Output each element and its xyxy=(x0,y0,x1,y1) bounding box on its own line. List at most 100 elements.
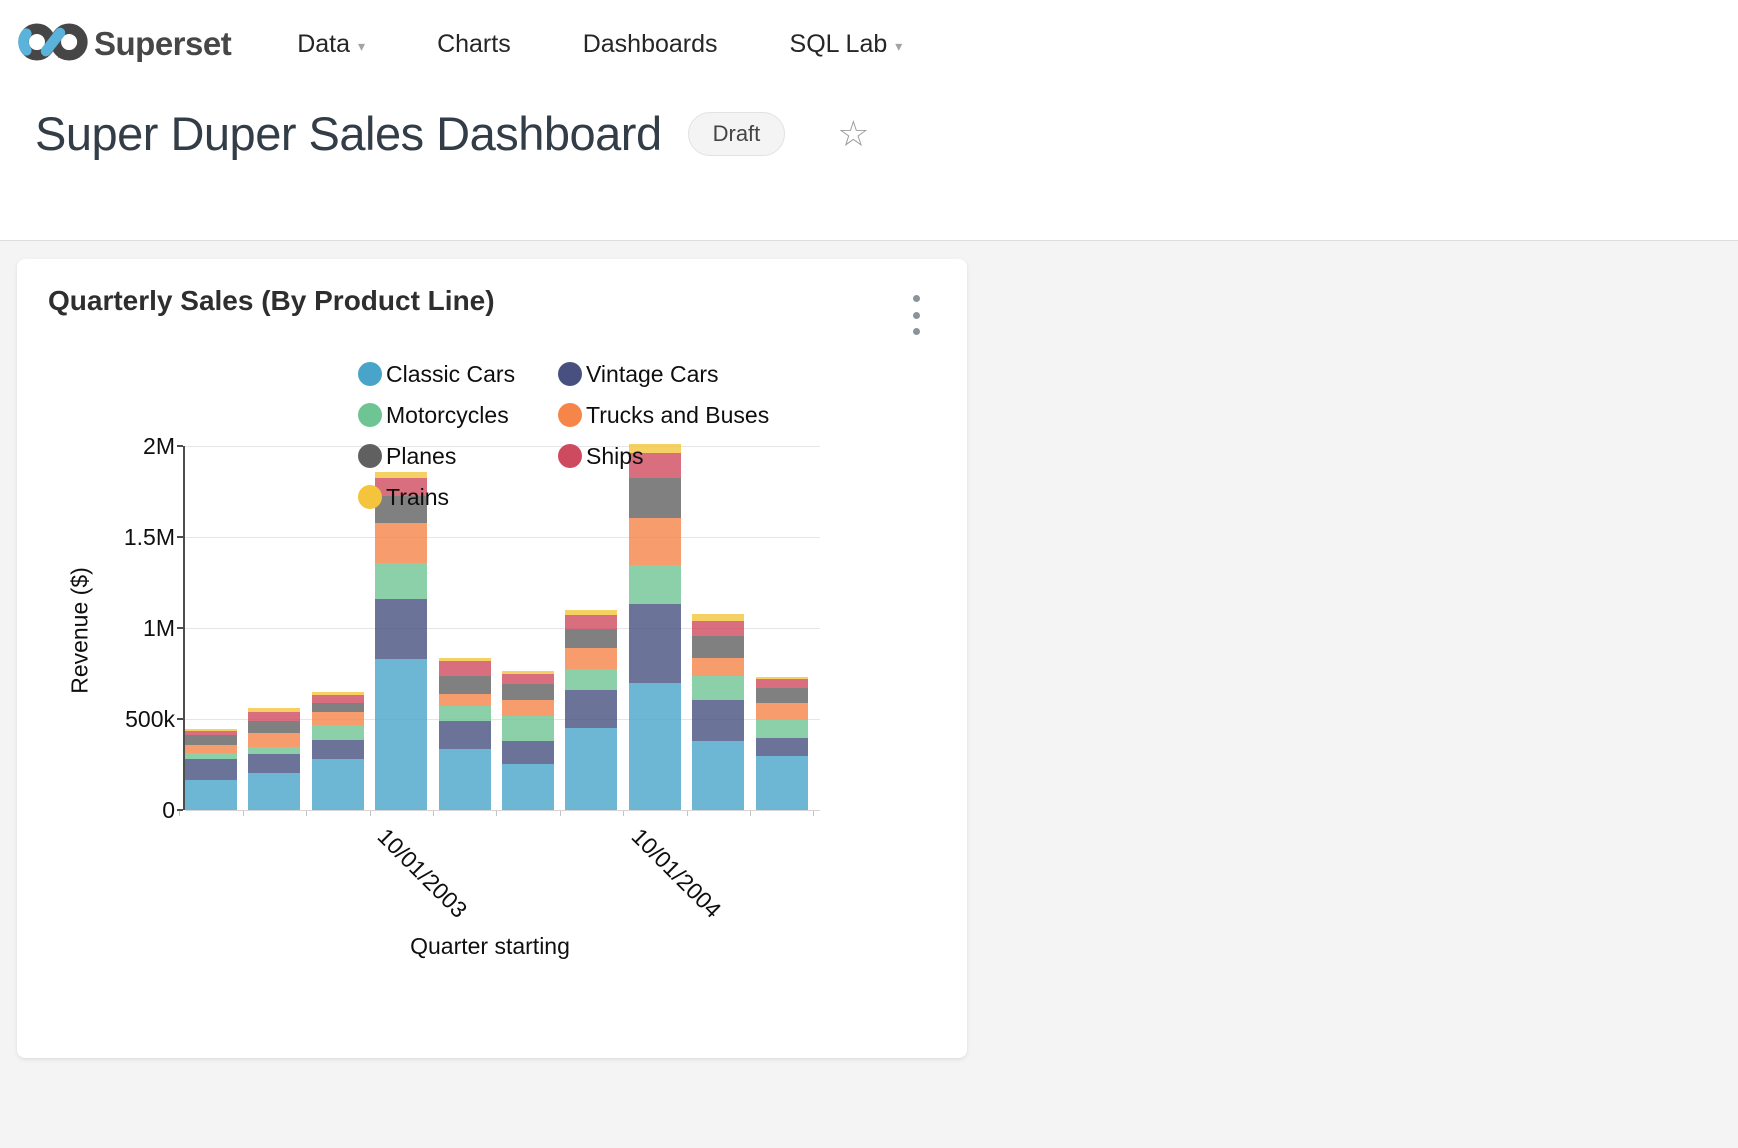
legend-item[interactable]: Ships xyxy=(558,443,818,469)
bar-segment[interactable] xyxy=(311,725,364,740)
bar-segment[interactable] xyxy=(375,477,428,496)
bar-segment[interactable] xyxy=(565,615,618,630)
bar-segment[interactable] xyxy=(438,721,491,750)
legend-item[interactable]: Trucks and Buses xyxy=(558,402,818,428)
legend-swatch-icon xyxy=(558,403,582,427)
bar-segment[interactable] xyxy=(438,694,491,707)
bar-segment[interactable] xyxy=(628,682,681,810)
bar-segment[interactable] xyxy=(565,648,618,669)
bar-segment[interactable] xyxy=(502,763,554,810)
bar-segment[interactable] xyxy=(185,735,237,746)
bar-segment[interactable] xyxy=(311,692,364,695)
bar-segment[interactable] xyxy=(311,702,364,713)
nav-item-sql-lab[interactable]: SQL Lab ▾ xyxy=(789,29,903,58)
y-tick-label: 1M xyxy=(143,615,175,641)
bar-segment[interactable] xyxy=(248,753,301,774)
bar-segment[interactable] xyxy=(565,668,618,691)
bar-segment[interactable] xyxy=(438,749,491,810)
bar-segment[interactable] xyxy=(248,721,301,733)
superset-logo[interactable]: Superset xyxy=(18,19,232,70)
bar-segment[interactable] xyxy=(692,621,745,636)
bar-segment[interactable] xyxy=(692,741,745,810)
bar-segment[interactable] xyxy=(375,471,428,478)
bar-segment[interactable] xyxy=(311,712,364,725)
x-axis-tick xyxy=(686,811,688,816)
bar-segment[interactable] xyxy=(311,739,364,760)
legend-item[interactable]: Planes xyxy=(358,443,558,469)
bar-segment[interactable] xyxy=(185,729,237,731)
bar-segment[interactable] xyxy=(692,676,745,701)
bar-segment[interactable] xyxy=(438,661,491,677)
bar-segment[interactable] xyxy=(311,759,364,810)
y-axis-tick xyxy=(177,627,183,629)
star-icon[interactable]: ☆ xyxy=(837,112,870,154)
gridline xyxy=(185,537,820,538)
x-tick-label: 10/01/2003 xyxy=(372,823,473,923)
legend-item[interactable]: Classic Cars xyxy=(358,360,558,387)
bar-segment[interactable] xyxy=(502,674,554,685)
bar-segment[interactable] xyxy=(185,759,237,780)
bar-segment[interactable] xyxy=(185,779,237,810)
bar-segment[interactable] xyxy=(628,565,681,604)
bar-segment[interactable] xyxy=(628,603,681,683)
legend-label: Trains xyxy=(386,483,450,510)
bar-segment[interactable] xyxy=(628,518,681,566)
bar-segment[interactable] xyxy=(438,658,491,662)
nav-item-dashboards[interactable]: Dashboards xyxy=(582,29,718,58)
bar-segment[interactable] xyxy=(248,733,301,747)
legend-item[interactable]: Vintage Cars xyxy=(558,361,818,387)
y-axis-tick xyxy=(177,445,183,447)
bar-segment[interactable] xyxy=(755,719,808,738)
bar-segment[interactable] xyxy=(565,690,618,728)
bar-segment[interactable] xyxy=(692,614,745,622)
bar-segment[interactable] xyxy=(438,676,491,695)
bar-segment[interactable] xyxy=(755,737,808,756)
bar-segment[interactable] xyxy=(755,688,808,703)
bar-segment[interactable] xyxy=(502,741,554,764)
bar-segment[interactable] xyxy=(502,700,554,717)
bar-segment[interactable] xyxy=(248,747,301,754)
bar-segment[interactable] xyxy=(692,636,745,659)
x-tick-label: 10/01/2004 xyxy=(626,823,727,923)
bar-segment[interactable] xyxy=(375,598,428,659)
bar-segment[interactable] xyxy=(185,745,237,754)
nav-menu: Data ▾ Charts Dashboards SQL Lab ▾ xyxy=(297,30,902,59)
bar-segment[interactable] xyxy=(248,708,301,713)
bar-segment[interactable] xyxy=(502,670,554,675)
dashboard-title-row: Super Duper Sales Dashboard Draft ☆ xyxy=(0,106,1738,161)
bar-segment[interactable] xyxy=(628,453,681,479)
bar-segment[interactable] xyxy=(755,677,808,680)
nav-item-data[interactable]: Data ▾ xyxy=(297,29,366,58)
bar-segment[interactable] xyxy=(185,753,237,760)
bar-segment[interactable] xyxy=(692,658,745,677)
bar-segment[interactable] xyxy=(565,629,618,648)
bar-segment[interactable] xyxy=(692,700,745,741)
bar-segment[interactable] xyxy=(502,716,554,741)
legend-item[interactable]: Trains xyxy=(358,483,558,510)
bar-segment[interactable] xyxy=(375,562,428,599)
bar-segment[interactable] xyxy=(438,706,491,721)
bar-segment[interactable] xyxy=(565,609,618,616)
bar-segment[interactable] xyxy=(375,658,428,810)
page-title: Super Duper Sales Dashboard xyxy=(35,107,662,160)
legend-label: Classic Cars xyxy=(386,360,516,387)
bar-segment[interactable] xyxy=(375,522,428,563)
x-axis-tick xyxy=(623,811,625,816)
bar-segment[interactable] xyxy=(311,694,364,703)
kebab-menu-icon[interactable] xyxy=(903,293,929,337)
legend-item[interactable]: Motorcycles xyxy=(358,402,558,428)
x-axis-tick xyxy=(749,811,751,816)
bar-segment[interactable] xyxy=(185,731,237,735)
bar-segment[interactable] xyxy=(628,444,681,454)
bar-segment[interactable] xyxy=(248,712,301,721)
bar-segment[interactable] xyxy=(502,684,554,701)
bar-segment[interactable] xyxy=(565,727,618,810)
y-axis-line xyxy=(183,446,185,810)
bar-segment[interactable] xyxy=(628,478,681,519)
bar-segment[interactable] xyxy=(248,773,301,810)
bar-segment[interactable] xyxy=(755,679,808,689)
bar-segment[interactable] xyxy=(755,702,808,719)
bar-segment[interactable] xyxy=(755,755,808,810)
nav-item-charts[interactable]: Charts xyxy=(437,29,511,58)
bar-segment[interactable] xyxy=(375,495,428,523)
